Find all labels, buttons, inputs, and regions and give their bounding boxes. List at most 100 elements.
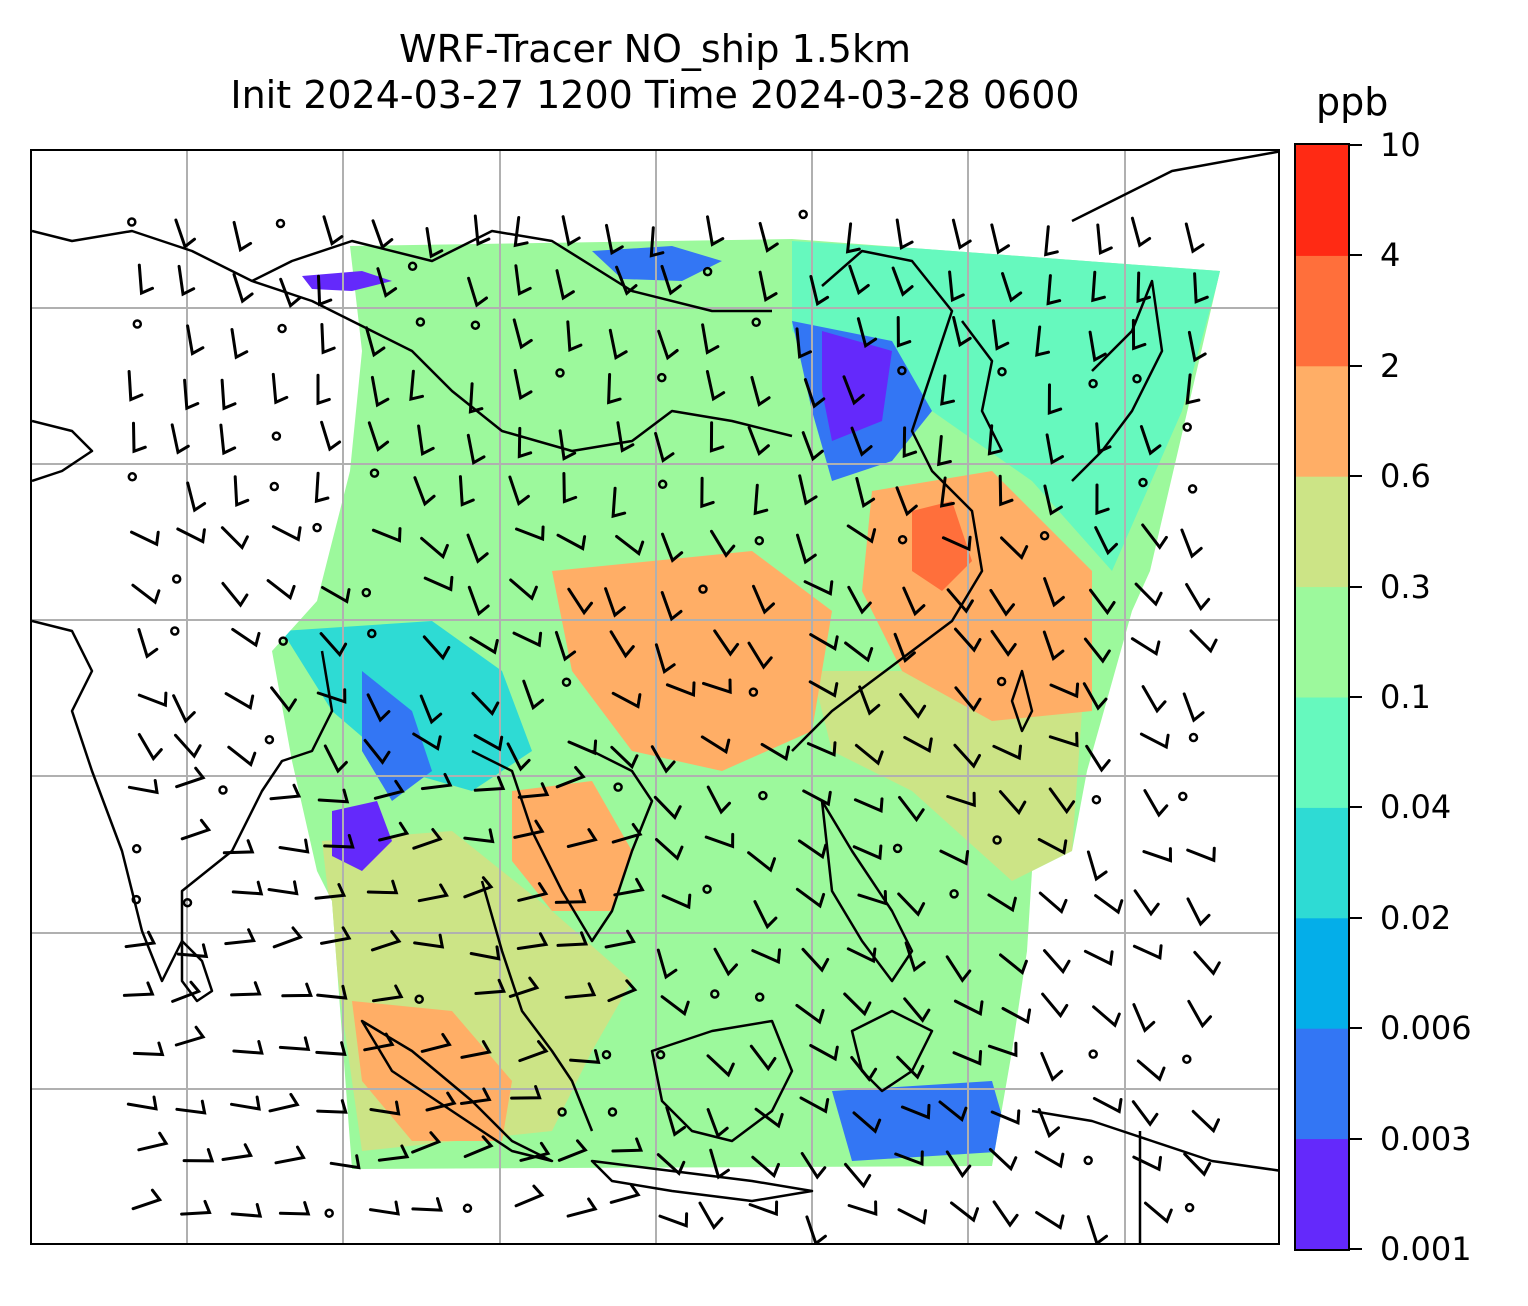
wind-barb bbox=[323, 834, 355, 849]
wind-barb bbox=[704, 832, 735, 849]
wind-barb bbox=[230, 981, 262, 997]
wind-barb bbox=[616, 421, 635, 453]
wind-barb bbox=[1044, 225, 1059, 257]
wind-barb bbox=[473, 733, 504, 752]
wind-barb bbox=[1189, 629, 1218, 654]
wind-barb bbox=[566, 1197, 598, 1218]
wind-barb bbox=[557, 1139, 588, 1162]
calm-wind-circle bbox=[407, 261, 418, 272]
wind-barb bbox=[856, 317, 878, 349]
wind-barb bbox=[1092, 1005, 1121, 1028]
wind-barb bbox=[706, 215, 725, 247]
wind-barb bbox=[1141, 523, 1168, 550]
colorbar-tick-label: 2 bbox=[1380, 346, 1401, 385]
calm-wind-circle bbox=[897, 365, 907, 376]
wind-barb bbox=[1095, 422, 1112, 454]
calm-wind-circle bbox=[369, 468, 380, 478]
colorbar-tick-mark bbox=[1350, 585, 1362, 588]
wind-barb bbox=[1043, 577, 1065, 608]
wind-barb bbox=[314, 883, 347, 900]
calm-wind-circle bbox=[367, 628, 377, 639]
calm-wind-circle bbox=[751, 317, 761, 328]
wind-barb bbox=[609, 630, 635, 659]
title-line-1: WRF-Tracer NO_ship 1.5km bbox=[399, 27, 911, 71]
wind-barb bbox=[176, 527, 206, 544]
wind-barb bbox=[270, 686, 297, 713]
wind-barb bbox=[801, 431, 824, 462]
wind-barb bbox=[653, 795, 682, 820]
coast-new-guinea bbox=[1031, 1109, 1278, 1172]
wind-barb bbox=[941, 535, 972, 552]
wind-barb bbox=[904, 941, 926, 973]
wind-barb bbox=[468, 382, 484, 414]
wind-barb bbox=[661, 532, 684, 563]
wind-barb bbox=[411, 1131, 442, 1154]
wind-barb bbox=[850, 1056, 878, 1082]
wind-barb bbox=[613, 877, 645, 897]
wind-barb bbox=[847, 585, 872, 615]
wind-barb bbox=[131, 583, 161, 605]
wind-barb bbox=[322, 215, 344, 247]
calm-wind-circle bbox=[655, 1050, 666, 1060]
wind-barb bbox=[513, 216, 529, 248]
wind-barb bbox=[992, 744, 1022, 761]
wind-barb bbox=[314, 471, 330, 504]
wind-barb bbox=[609, 1183, 641, 1204]
wind-barb bbox=[369, 1100, 401, 1116]
wind-barb bbox=[186, 324, 205, 356]
wind-barb bbox=[992, 1200, 1019, 1228]
colorbar-tick-label: 4 bbox=[1380, 236, 1401, 275]
calm-wind-circle bbox=[657, 479, 668, 490]
wind-barb bbox=[1086, 850, 1108, 882]
calm-wind-circle bbox=[275, 218, 286, 229]
wind-barb bbox=[506, 742, 531, 772]
wind-barb bbox=[702, 678, 732, 695]
colorbar-band bbox=[1296, 145, 1348, 256]
wind-barb bbox=[127, 779, 159, 795]
wind-barb bbox=[847, 1200, 878, 1216]
wind-barb bbox=[710, 529, 736, 558]
wind-barb bbox=[278, 1036, 311, 1052]
calm-wind-circle bbox=[269, 481, 280, 492]
wind-barb bbox=[998, 790, 1027, 816]
wind-barb bbox=[857, 890, 888, 906]
wind-barb bbox=[903, 735, 933, 754]
wind-barb bbox=[137, 628, 159, 659]
wind-barb bbox=[608, 328, 628, 361]
wind-barb bbox=[611, 823, 643, 844]
wind-barb bbox=[990, 223, 1010, 255]
wind-barb bbox=[1082, 682, 1108, 711]
wind-barb bbox=[569, 1049, 601, 1064]
wind-barb bbox=[661, 893, 692, 910]
colorbar bbox=[1294, 143, 1350, 1251]
wind-barb bbox=[611, 691, 642, 709]
calm-wind-circle bbox=[131, 844, 142, 854]
calm-wind-circle bbox=[601, 1049, 612, 1060]
calm-wind-circle bbox=[897, 534, 908, 545]
coast-china-east bbox=[791, 249, 984, 752]
wind-barb bbox=[754, 1107, 784, 1129]
wind-barb bbox=[180, 818, 212, 841]
wind-barb bbox=[705, 370, 726, 402]
calm-wind-circle bbox=[1178, 791, 1188, 802]
wind-barb bbox=[321, 586, 351, 604]
calm-wind-circle bbox=[798, 209, 808, 220]
wind-barb bbox=[170, 423, 190, 455]
wind-barb bbox=[852, 1111, 882, 1134]
colorbar-tick-label: 0.1 bbox=[1380, 678, 1431, 716]
wind-barb bbox=[230, 1095, 261, 1111]
wind-barb bbox=[137, 1131, 169, 1152]
wind-barb bbox=[713, 629, 740, 657]
wind-barb bbox=[562, 472, 578, 504]
wind-barb bbox=[425, 1091, 457, 1112]
wind-barb bbox=[801, 947, 830, 973]
wind-barb bbox=[522, 679, 545, 711]
wind-barb bbox=[320, 926, 352, 945]
calm-wind-circle bbox=[264, 734, 275, 745]
wind-barb bbox=[1001, 1007, 1032, 1025]
wind-barb bbox=[566, 320, 583, 352]
wind-barb bbox=[232, 220, 253, 253]
wind-barb bbox=[512, 631, 543, 648]
wind-barb bbox=[713, 947, 738, 977]
wind-barb bbox=[1038, 891, 1068, 915]
